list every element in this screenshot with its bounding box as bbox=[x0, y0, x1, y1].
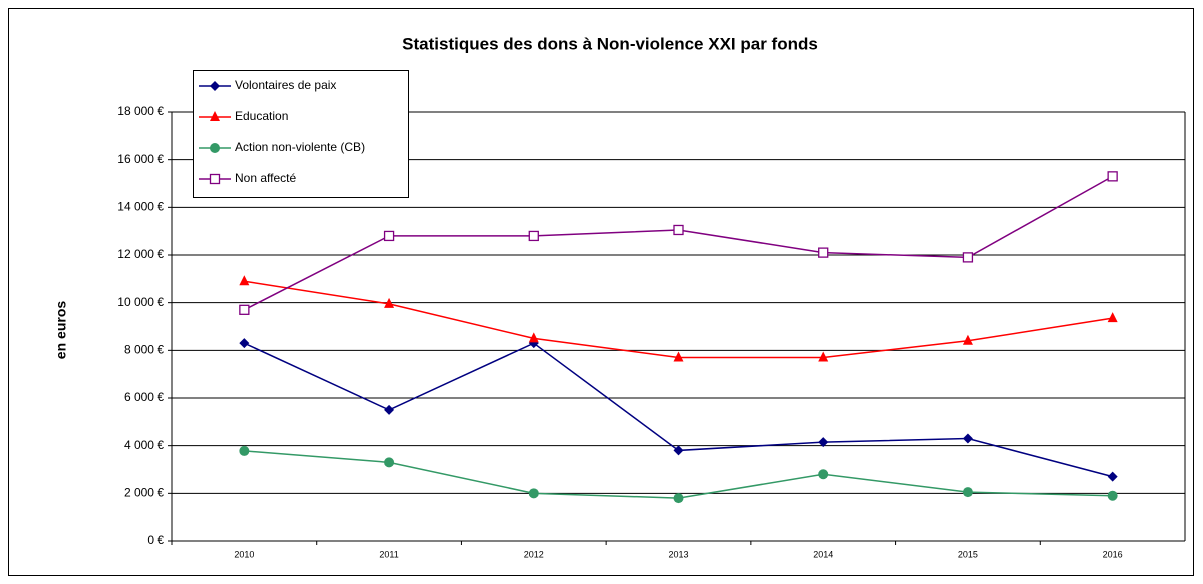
x-tick-label: 2014 bbox=[813, 549, 833, 559]
y-tick-label: 2 000 € bbox=[124, 486, 164, 500]
marker bbox=[962, 252, 974, 263]
y-tick-label: 10 000 € bbox=[117, 295, 164, 309]
marker bbox=[384, 404, 395, 415]
marker bbox=[210, 111, 220, 121]
marker bbox=[962, 334, 973, 345]
marker bbox=[1107, 171, 1118, 182]
marker bbox=[528, 332, 539, 343]
marker bbox=[209, 173, 221, 185]
y-tick-label: 18 000 € bbox=[117, 104, 164, 118]
legend-box bbox=[193, 70, 409, 198]
y-tick-label: 8 000 € bbox=[124, 343, 164, 357]
marker bbox=[383, 230, 395, 242]
y-tick-label: 12 000 € bbox=[117, 247, 164, 261]
marker bbox=[384, 457, 395, 468]
y-tick-label: 16 000 € bbox=[117, 152, 164, 166]
marker bbox=[210, 143, 220, 153]
x-tick-label: 2013 bbox=[668, 549, 688, 559]
marker bbox=[1107, 312, 1118, 323]
marker bbox=[210, 81, 220, 91]
chart-title: Statistiques des dons à Non-violence XXI… bbox=[402, 34, 818, 53]
marker bbox=[239, 338, 250, 349]
x-tick-label: 2012 bbox=[524, 549, 544, 559]
y-axis-label: en euros bbox=[53, 301, 69, 360]
marker bbox=[528, 230, 539, 242]
marker bbox=[673, 351, 684, 362]
marker bbox=[818, 469, 829, 480]
marker bbox=[239, 304, 250, 315]
marker bbox=[818, 247, 829, 258]
legend-label: Education bbox=[235, 109, 288, 123]
marker bbox=[528, 488, 539, 499]
marker bbox=[673, 445, 684, 456]
legend-label: Volontaires de paix bbox=[235, 78, 336, 92]
marker bbox=[673, 493, 684, 504]
y-tick-label: 6 000 € bbox=[124, 390, 164, 404]
y-tick-label: 4 000 € bbox=[124, 438, 164, 452]
marker bbox=[962, 433, 973, 444]
x-tick-label: 2015 bbox=[958, 549, 978, 559]
marker bbox=[239, 275, 250, 286]
marker bbox=[1107, 490, 1118, 501]
y-tick-label: 0 € bbox=[147, 533, 164, 547]
marker bbox=[818, 437, 829, 448]
legend-label: Action non-violente (CB) bbox=[235, 140, 365, 154]
marker bbox=[384, 297, 395, 308]
marker bbox=[818, 351, 829, 362]
x-tick-label: 2016 bbox=[1103, 549, 1123, 559]
x-tick-label: 2011 bbox=[379, 549, 398, 559]
marker bbox=[1107, 471, 1118, 482]
x-tick-label: 2010 bbox=[234, 549, 254, 559]
marker bbox=[673, 224, 684, 236]
marker bbox=[962, 487, 973, 498]
legend-label: Non affecté bbox=[235, 171, 296, 185]
y-tick-label: 14 000 € bbox=[117, 200, 164, 214]
marker bbox=[239, 445, 250, 456]
chart-frame bbox=[8, 8, 1194, 576]
